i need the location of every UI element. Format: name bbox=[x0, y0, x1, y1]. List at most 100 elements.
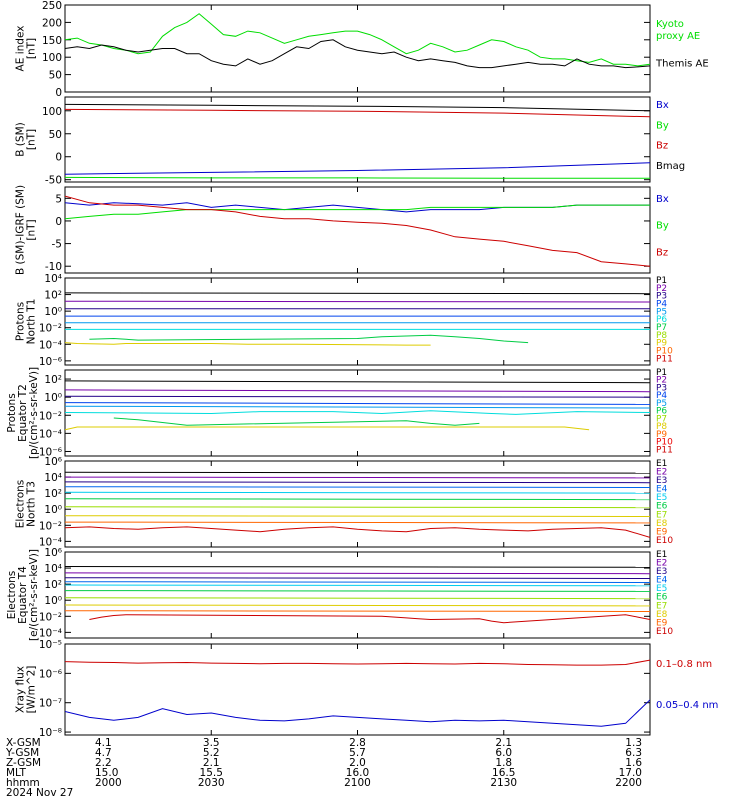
legend-entry: E10 bbox=[656, 627, 673, 637]
panel-frame bbox=[64, 460, 651, 548]
legend-entry: P8 bbox=[656, 331, 667, 341]
legend-entry: P2 bbox=[656, 376, 667, 386]
y-axis-label: [W/m^2] bbox=[26, 666, 38, 714]
y-tick-label: 10⁻² bbox=[39, 410, 62, 422]
ephemeris-value: 15.0 bbox=[95, 767, 118, 779]
ephemeris-row-label: X-GSM bbox=[6, 737, 41, 749]
legend-entry: E2 bbox=[656, 468, 667, 478]
y-tick-label: 10⁻⁷ bbox=[39, 698, 62, 710]
y-tick-label: 10⁶ bbox=[44, 547, 62, 559]
y-tick-label: 150 bbox=[42, 35, 62, 47]
y-tick-label: 10⁻⁴ bbox=[39, 536, 62, 548]
series-line-e4 bbox=[65, 486, 650, 488]
series-line-e9 bbox=[65, 610, 650, 612]
legend-entry: P11 bbox=[656, 354, 673, 364]
y-axis-label: [nT] bbox=[26, 129, 38, 150]
series-line-e2 bbox=[65, 572, 650, 575]
y-tick-label: 10⁻⁸ bbox=[39, 727, 62, 739]
ephemeris-value: 2.8 bbox=[349, 737, 366, 749]
panel-4: 10⁻⁶ 10⁻⁴ 10⁻² 10⁰ 10² 10⁴ Protons North T1 P1P2… bbox=[15, 273, 674, 368]
series-line-by bbox=[65, 204, 650, 220]
series-line-e4 bbox=[65, 581, 650, 583]
date-label: 2024 Nov 27 bbox=[6, 787, 73, 799]
series-line-e8 bbox=[65, 515, 650, 517]
y-tick-label: 10⁰ bbox=[44, 392, 62, 404]
series-line-e7 bbox=[65, 597, 650, 600]
series-line-bx bbox=[65, 202, 650, 213]
ephemeris-value: 15.5 bbox=[200, 767, 223, 779]
panel-5: 10⁻⁶ 10⁻⁴ 10⁻² 10⁰ 10² Protons Equator T2 [p/(c… bbox=[6, 367, 673, 459]
y-tick-label: 200 bbox=[42, 17, 62, 29]
ephemeris-value: 4.7 bbox=[95, 747, 112, 759]
ephemeris-row-label: Z-GSM bbox=[6, 757, 41, 769]
y-axis-label: B (SM) bbox=[15, 122, 27, 156]
y-tick-label: 10⁰ bbox=[44, 504, 62, 516]
y-tick-label: -50 bbox=[45, 175, 62, 187]
legend-entry: P10 bbox=[656, 438, 673, 448]
legend-entry: P3 bbox=[656, 383, 667, 393]
y-axis-label: Protons bbox=[15, 302, 27, 341]
y-tick-label: 10⁻⁵ bbox=[39, 639, 62, 651]
y-axis-label: North T1 bbox=[26, 299, 38, 345]
series-line-p7 bbox=[113, 417, 480, 426]
series-line-0-05-0-4-nm bbox=[65, 699, 650, 727]
y-tick-label: 100 bbox=[42, 106, 62, 118]
y-axis-label: [p/(cm²-s-sr-keV)] bbox=[28, 367, 40, 459]
y-tick-label: 10⁰ bbox=[44, 306, 62, 318]
y-tick-label: 10⁻⁴ bbox=[39, 339, 62, 351]
legend-entry: E5 bbox=[656, 584, 667, 594]
y-axis-label: Electrons bbox=[15, 480, 27, 529]
ephemeris-value: 2000 bbox=[95, 777, 122, 789]
legend-entry: E9 bbox=[656, 527, 668, 537]
ephemeris-value: 1.3 bbox=[625, 737, 642, 749]
ephemeris-value: 6.0 bbox=[495, 747, 512, 759]
y-tick-label: 250 bbox=[42, 0, 62, 12]
series-line-p2 bbox=[65, 300, 650, 303]
y-tick-label: 100 bbox=[42, 52, 62, 64]
ephemeris-value: 2100 bbox=[344, 777, 371, 789]
y-tick-label: 0 bbox=[55, 216, 62, 228]
legend-entry: P4 bbox=[656, 391, 667, 401]
panel-frame bbox=[64, 643, 651, 736]
y-axis-label: Equator T2 bbox=[17, 384, 29, 442]
y-tick-label: 10⁻⁴ bbox=[39, 627, 62, 639]
series-line-e9 bbox=[65, 521, 650, 524]
legend-entry: E7 bbox=[656, 510, 667, 520]
ephemeris-value: 2200 bbox=[615, 777, 642, 789]
ephemeris-value: 6.3 bbox=[625, 747, 642, 759]
legend-entry: E3 bbox=[656, 567, 667, 577]
series-line-bx bbox=[65, 162, 650, 175]
legend-entry: P6 bbox=[656, 407, 667, 417]
legend-entry: E2 bbox=[656, 559, 667, 569]
y-tick-label: 10² bbox=[44, 290, 62, 302]
ephemeris-value: 17.0 bbox=[619, 767, 642, 779]
series-line-p1 bbox=[65, 292, 650, 295]
legend-entry: E8 bbox=[656, 610, 668, 620]
series-line-e10 bbox=[65, 526, 650, 538]
y-tick-label: -5 bbox=[52, 239, 62, 251]
y-axis-label: Equator T4 bbox=[17, 566, 29, 624]
y-axis-label: Xray flux bbox=[15, 666, 27, 713]
legend-entry: Bx bbox=[656, 194, 669, 205]
ephemeris-value: 1.6 bbox=[625, 757, 642, 769]
series-line-e6 bbox=[65, 590, 650, 592]
legend-entry: P6 bbox=[656, 315, 667, 325]
legend-entry: P5 bbox=[656, 307, 667, 317]
ephemeris-value: 16.0 bbox=[346, 767, 369, 779]
y-axis-label: [nT] bbox=[26, 219, 38, 240]
series-line-0-1-0-8-nm bbox=[65, 659, 650, 666]
legend-entry: P3 bbox=[656, 292, 667, 302]
y-tick-label: 5 bbox=[55, 193, 62, 205]
series-line-by bbox=[65, 176, 650, 179]
y-tick-label: 10⁻² bbox=[39, 520, 62, 532]
y-axis-label: B (SM)-IGRF (SM) bbox=[15, 185, 27, 275]
y-tick-label: 50 bbox=[49, 129, 62, 141]
y-tick-label: 0 bbox=[55, 152, 62, 164]
y-tick-label: 10⁴ bbox=[44, 563, 62, 575]
x-axis-ephemeris-table: X-GSM 4.1 3.5 2.8 2.1 1.3 Y-GSM 4.7 5.2 5.7 6.0 6.3… bbox=[5, 737, 642, 799]
legend-entry: E1 bbox=[656, 459, 667, 469]
series-line-e5 bbox=[65, 584, 650, 587]
legend-entry: Bz bbox=[656, 141, 668, 152]
series-line-e1 bbox=[65, 566, 650, 568]
series-line-e7 bbox=[65, 506, 650, 509]
